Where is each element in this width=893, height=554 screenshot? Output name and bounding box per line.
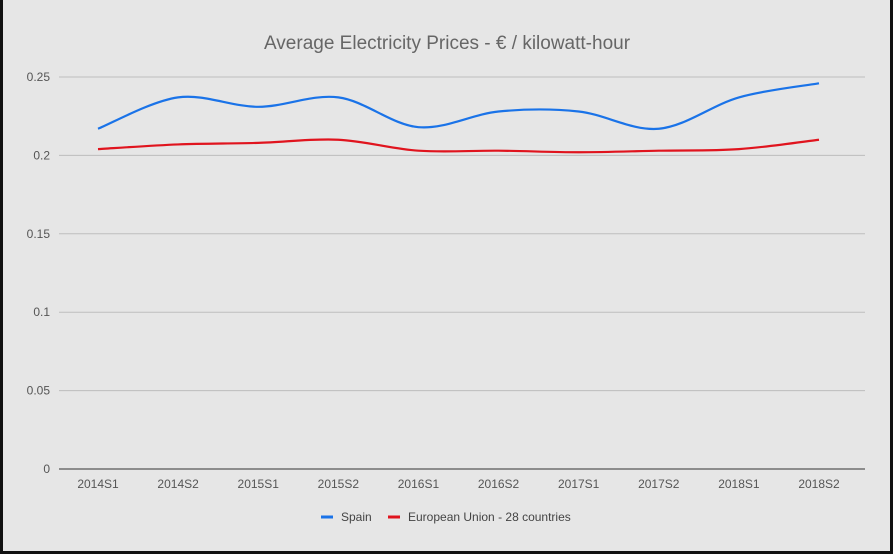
x-tick-label: 2016S2	[478, 477, 520, 491]
x-tick-label: 2018S2	[798, 477, 840, 491]
legend-label: Spain	[341, 510, 372, 524]
series-line	[97, 82, 820, 131]
chart-title: Average Electricity Prices - € / kilowat…	[264, 33, 631, 54]
y-tick-label: 0	[43, 462, 50, 476]
x-tick-label: 2017S1	[558, 477, 600, 491]
y-tick-label: 0.2	[33, 148, 50, 162]
x-tick-label: 2015S2	[318, 477, 360, 491]
x-tick-label: 2014S1	[77, 477, 119, 491]
y-tick-label: 0.05	[27, 384, 51, 398]
x-tick-label: 2014S2	[157, 477, 199, 491]
y-tick-label: 0.1	[33, 305, 50, 319]
line-chart: Average Electricity Prices - € / kilowat…	[27, 33, 865, 524]
x-tick-label: 2016S1	[398, 477, 440, 491]
series-line	[97, 138, 820, 154]
x-tick-label: 2018S1	[718, 477, 760, 491]
y-tick-label: 0.25	[27, 70, 51, 84]
x-tick-label: 2017S2	[638, 477, 680, 491]
legend-label: European Union - 28 countries	[408, 510, 571, 524]
chart-area: Average Electricity Prices - € / kilowat…	[3, 0, 890, 551]
y-tick-label: 0.15	[27, 227, 51, 241]
x-tick-label: 2015S1	[238, 477, 280, 491]
